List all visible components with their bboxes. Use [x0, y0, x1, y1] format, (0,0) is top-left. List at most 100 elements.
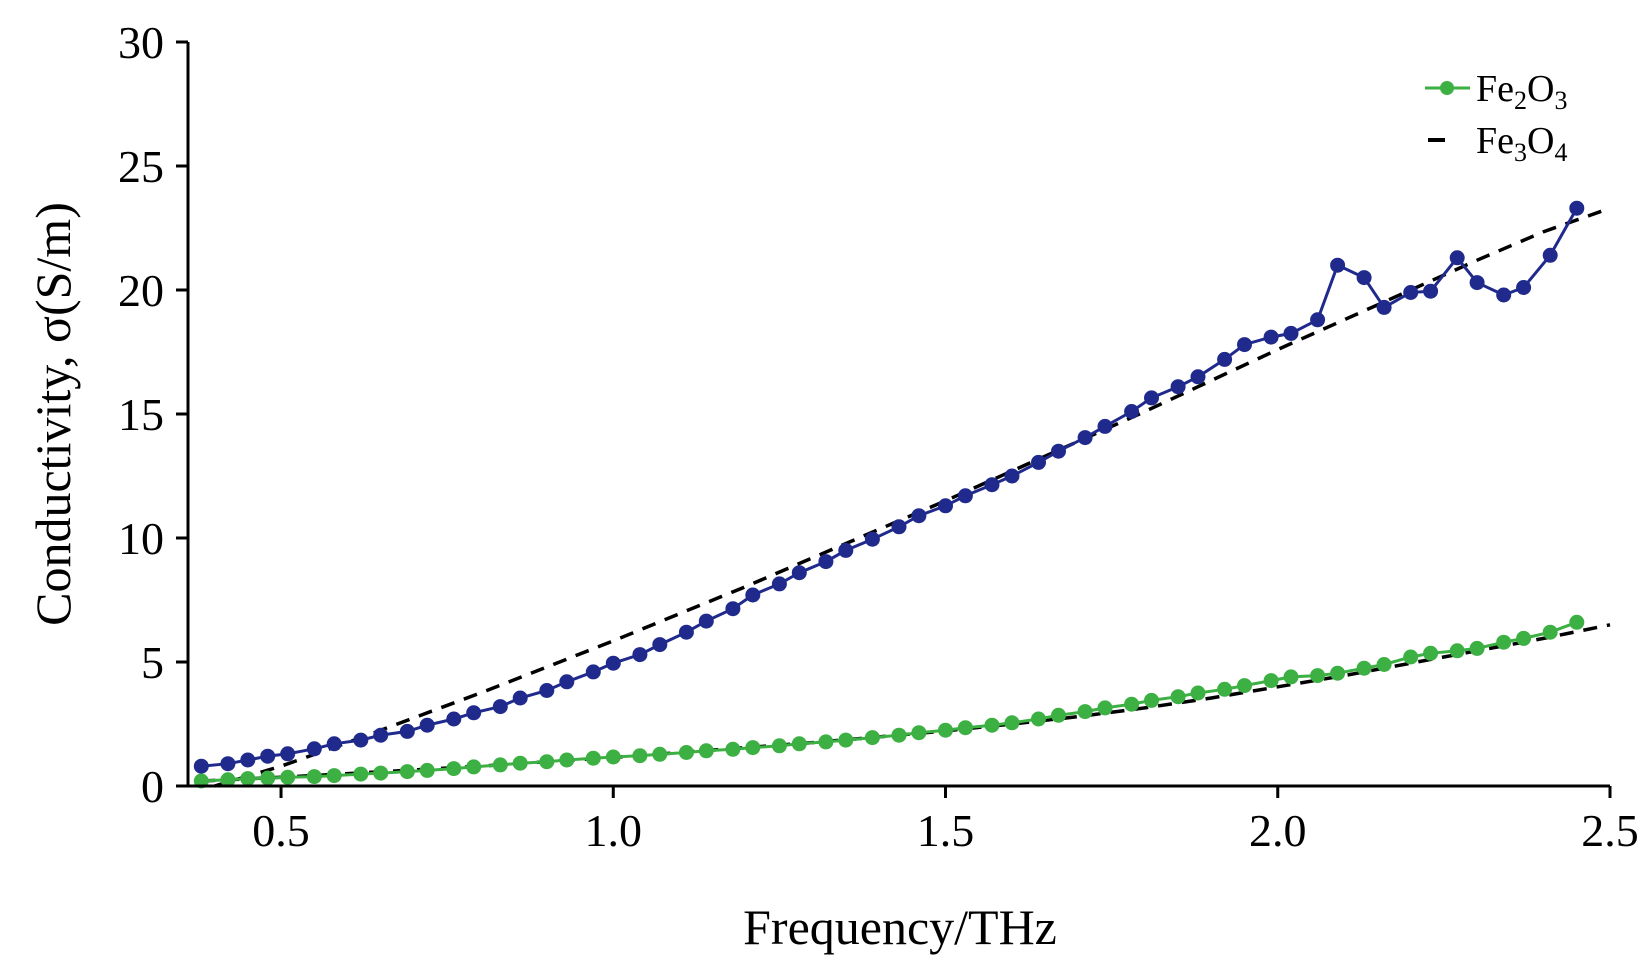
- y-tick-label: 5: [141, 637, 164, 688]
- series-fe3o4-measured-point: [1124, 404, 1140, 419]
- series-fe2o3-measured-point: [1516, 630, 1532, 646]
- series-fe3o4-measured-point: [1170, 379, 1186, 395]
- series-fe2o3-measured-point: [373, 765, 389, 781]
- series-fe2o3-measured-point: [791, 736, 807, 752]
- series-fe2o3-measured-point: [1051, 707, 1066, 723]
- series-fe3o4-measured-point: [1330, 257, 1346, 273]
- series-fe3o4-measured-point: [306, 741, 322, 757]
- series-fe3o4-measured-point: [818, 554, 834, 570]
- series-fe3o4-measured-point: [260, 748, 276, 764]
- series-fe3o4-measured-point: [957, 488, 973, 504]
- series-fe2o3-measured-point: [632, 748, 648, 764]
- series-fe2o3-measured: [193, 614, 1585, 789]
- series-fe3o4-measured-point: [1516, 280, 1532, 295]
- legend-label-fe2o3-mid: O: [1527, 68, 1554, 110]
- series-fe2o3-measured-point: [1004, 715, 1020, 731]
- series-fe3o4-measured-point: [1283, 325, 1299, 341]
- legend-label-fe3o4-base: Fe: [1476, 120, 1514, 162]
- series-fe3o4-measured-point: [791, 565, 807, 581]
- series-fe3o4-measured-point: [1376, 299, 1392, 315]
- series-fe3o4-fit: [214, 206, 1611, 788]
- series-fe2o3-measured-point: [1263, 673, 1279, 689]
- series-fe3o4-fit-line: [214, 206, 1611, 788]
- series-fe2o3-measured-point: [1449, 643, 1465, 659]
- series-fe3o4-measured-point: [1496, 287, 1512, 303]
- series-fe2o3-measured-point: [585, 750, 601, 766]
- series-fe2o3-measured-point: [1330, 665, 1346, 681]
- series-fe3o4-measured: [193, 200, 1585, 774]
- legend-swatch-fe2o3-marker: [1440, 81, 1454, 95]
- legend: Fe2O3 Fe3O4: [1425, 68, 1567, 167]
- legend-item-fe3o4: Fe3O4: [1428, 120, 1567, 167]
- legend-label-fe3o4-sub2: 4: [1554, 138, 1567, 167]
- series-fe3o4-measured-point: [1469, 275, 1485, 291]
- series-fe3o4-measured-point: [419, 717, 435, 733]
- series-fe3o4-measured-line: [201, 207, 1579, 768]
- series-fe2o3-measured-point: [1376, 657, 1392, 672]
- series-fe3o4-measured-point: [539, 683, 555, 698]
- series-fe2o3-measured-point: [446, 761, 462, 777]
- series-fe2o3-fit: [201, 623, 1611, 783]
- series-fe2o3-measured-point: [678, 745, 694, 760]
- series-fe2o3-measured-point: [698, 743, 714, 759]
- series-fe3o4-measured-point: [399, 723, 415, 739]
- series-fe2o3-measured-point: [1190, 685, 1206, 701]
- series-fe2o3-measured-point: [353, 766, 369, 782]
- series-fe3o4-measured-point: [911, 508, 927, 524]
- series-fe2o3-measured-point: [891, 727, 907, 743]
- series-fe3o4-measured-point: [1051, 443, 1066, 459]
- series-fe3o4-measured-point: [938, 498, 953, 514]
- series-fe3o4-measured-point: [446, 711, 462, 727]
- series-fe2o3-measured-point: [1403, 649, 1419, 665]
- series-fe2o3-measured-point: [864, 730, 880, 746]
- series-fe2o3-measured-point: [745, 740, 761, 756]
- series-fe3o4-measured-point: [864, 531, 880, 547]
- series-fe2o3-measured-point: [220, 772, 236, 788]
- series-fe3o4-measured-point: [585, 664, 601, 680]
- series-fe3o4-measured-point: [280, 746, 296, 762]
- series-fe2o3-measured-point: [1031, 711, 1046, 727]
- series-fe2o3-measured-point: [938, 722, 953, 738]
- series-fe2o3-measured-point: [1237, 678, 1252, 694]
- series-fe3o4-measured-point: [492, 699, 508, 715]
- series-fe3o4-measured-point: [745, 587, 761, 603]
- y-tick-label: 20: [118, 265, 164, 316]
- series-fe3o4-measured-point: [1542, 247, 1558, 263]
- series-fe2o3-measured-point: [512, 755, 528, 771]
- series-fe3o4-measured-point: [373, 727, 389, 743]
- series-fe3o4-measured-point: [240, 752, 256, 768]
- series-fe2o3-measured-point: [911, 725, 927, 741]
- series-fe2o3-measured-point: [280, 769, 296, 785]
- y-tick-label: 10: [118, 513, 164, 564]
- legend-label-fe2o3-base: Fe: [1476, 68, 1514, 110]
- series-fe2o3-measured-point: [326, 768, 342, 784]
- series-fe3o4-measured-point: [891, 519, 907, 535]
- series-fe3o4-measured-point: [1190, 369, 1206, 385]
- series-fe2o3-measured-point: [1310, 668, 1326, 684]
- series-fe3o4-measured-point: [1237, 337, 1252, 353]
- series-fe2o3-measured-point: [984, 717, 1000, 733]
- series-fe2o3-measured-point: [1496, 634, 1512, 650]
- series-fe2o3-measured-point: [605, 749, 621, 765]
- series-fe2o3-measured-point: [1170, 689, 1186, 705]
- legend-label-fe2o3: Fe2O3: [1476, 68, 1567, 115]
- series-fe3o4-measured-point: [984, 477, 1000, 493]
- series-fe3o4-measured-point: [1144, 390, 1159, 406]
- series-fe2o3-measured-point: [1077, 704, 1093, 720]
- series-fe3o4-measured-point: [193, 758, 209, 774]
- series-fe3o4-measured-point: [353, 732, 369, 748]
- series-fe3o4-measured-point: [678, 624, 694, 640]
- series-fe3o4-measured-point: [559, 674, 575, 690]
- series-fe2o3-measured-point: [419, 762, 435, 778]
- series-fe2o3-measured-point: [492, 757, 508, 773]
- series-fe3o4-measured-point: [1449, 250, 1465, 266]
- series-fe3o4-measured-point: [632, 647, 648, 663]
- series-fe3o4-measured-point: [698, 613, 714, 629]
- series-fe2o3-measured-point: [399, 764, 415, 780]
- series-fe3o4-measured-point: [1569, 200, 1585, 216]
- legend-label-fe3o4-sub1: 3: [1514, 138, 1527, 167]
- series-fe3o4-measured-point: [466, 705, 482, 721]
- series-fe2o3-measured-point: [1217, 681, 1233, 697]
- x-tick-label: 2.0: [1249, 805, 1307, 856]
- y-axis-title: Conductivity, σ(S/m): [25, 202, 81, 626]
